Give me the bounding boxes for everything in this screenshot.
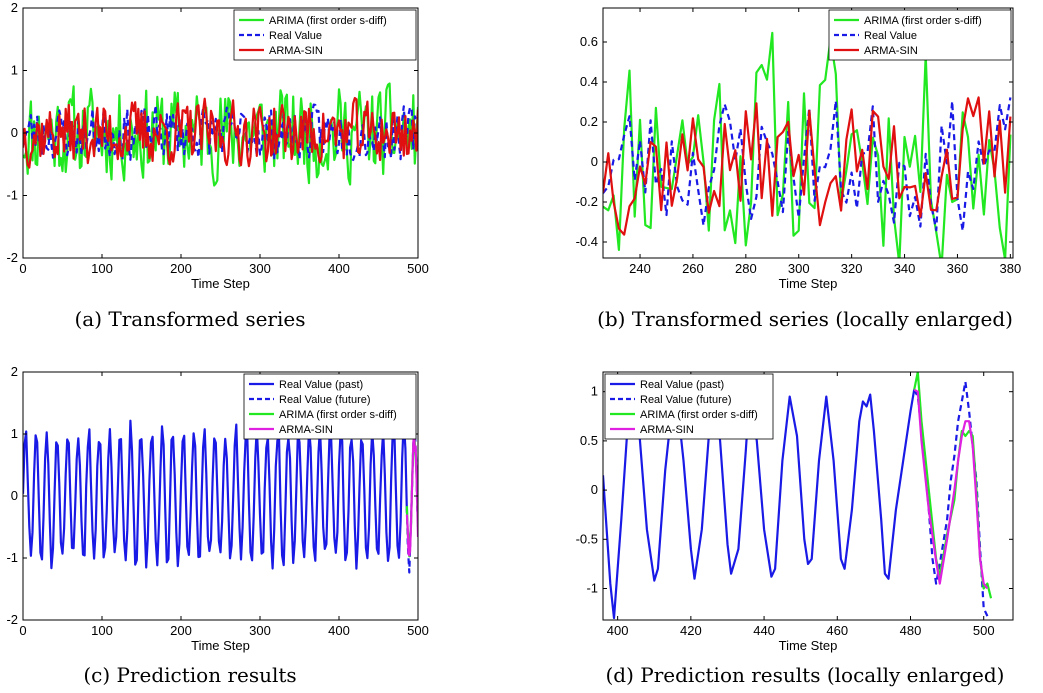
y-tick-label: 0.5 [580,433,598,448]
x-tick-label: 100 [91,623,113,638]
panel-d-prediction-results-enlarged: 400 420 440 460 480 500 -1 -0.5 0 0.5 1 Time Step Re… [576,371,1014,687]
series-line-arma-sin [913,388,989,590]
series-line-arma-sin [405,430,418,557]
legend-entry: Real Value [864,30,917,42]
x-tick-label: 0 [19,261,26,276]
y-tick-label: -0.4 [576,234,598,249]
x-tick-label: 260 [682,261,704,276]
x-tick-label: 500 [973,623,995,638]
x-axis-label: Time Step [779,276,838,291]
y-tick-label: -1 [586,581,598,596]
series-line-real-value-past [23,419,408,570]
x-tick-label: 300 [788,261,810,276]
series-line-arma-sin [603,96,1012,236]
series-line-arima-first-order-s-diff [23,82,418,187]
axes-box [602,371,1014,621]
y-tick-label: 0 [11,488,18,503]
y-tick-label: 0 [591,154,598,169]
legend-entry: ARIMA (first order s-diff) [864,15,982,27]
x-tick-label: 380 [1000,261,1022,276]
legend: Real Value (past) Real Value (future) ARIM… [604,373,774,440]
y-tick-label: -1 [6,188,18,203]
legend-entry: ARIMA (first order s-diff) [279,409,397,421]
x-tick-label: 200 [170,261,192,276]
legend-entry: ARMA-SIN [640,424,694,436]
series-line-real-value-past [603,389,916,620]
y-tick-label: 2 [11,0,18,15]
y-tick-label: -1 [6,550,18,565]
x-tick-label: 100 [91,261,113,276]
legend-entry: ARIMA (first order s-diff) [640,409,758,421]
x-tick-label: 440 [753,623,775,638]
y-tick-label: -0.5 [576,531,598,546]
panel-a-transformed-series: 0 100 200 300 400 500 -2 -1 0 1 2 Time Step ARIMA (f… [6,0,428,331]
legend-entry: Real Value (past) [279,379,363,391]
legend: ARIMA (first order s-diff) Real Value ARMA… [828,9,1012,61]
x-tick-label: 400 [328,261,350,276]
panel-c-prediction-results: 0 100 200 300 400 500 -2 -1 0 1 2 Time Step Real Val… [6,364,428,687]
y-tick-label: 0 [11,125,18,140]
legend-box [233,9,417,61]
x-tick-label: 340 [894,261,916,276]
legend: Real Value (past) Real Value (future) ARIM… [243,373,417,440]
y-tick-label: 0 [591,482,598,497]
legend-entry: Real Value (past) [640,379,724,391]
legend-entry: ARMA-SIN [269,45,323,57]
legend-entry: ARIMA (first order s-diff) [269,15,387,27]
x-tick-label: 500 [407,623,429,638]
x-tick-label: 420 [680,623,702,638]
x-tick-label: 300 [249,261,271,276]
y-tick-label: 0.6 [580,34,598,49]
x-tick-label: 240 [629,261,651,276]
panel-caption: (d) Prediction results (locally enlarged… [606,663,1005,687]
x-tick-label: 300 [249,623,271,638]
legend-entry: ARMA-SIN [864,45,918,57]
y-tick-label: 1 [11,426,18,441]
y-tick-label: 2 [11,364,18,379]
y-tick-label: 1 [11,63,18,78]
panel-caption: (c) Prediction results [83,663,296,687]
x-tick-label: 400 [607,623,629,638]
x-axis-label: Time Step [779,638,838,653]
panel-caption: (a) Transformed series [75,307,306,331]
x-tick-label: 200 [170,623,192,638]
x-tick-label: 360 [947,261,969,276]
x-tick-label: 0 [19,623,26,638]
legend-entry: Real Value (future) [640,394,732,406]
x-axis-label: Time Step [191,276,250,291]
panel-caption: (b) Transformed series (locally enlarged… [597,307,1013,331]
series-line-real-value [23,103,418,161]
y-tick-label: 0.4 [580,74,598,89]
y-tick-label: 0.2 [580,114,598,129]
y-tick-label: -0.2 [576,194,598,209]
x-tick-label: 320 [841,261,863,276]
legend-box [828,9,1012,61]
series-line-real-value [603,97,1012,232]
y-tick-label: -2 [6,250,18,265]
x-tick-label: 480 [900,623,922,638]
legend-entry: Real Value (future) [279,394,371,406]
x-tick-label: 400 [328,623,350,638]
x-axis-label: Time Step [191,638,250,653]
x-tick-label: 460 [826,623,848,638]
axes-box [602,7,1014,259]
y-tick-label: -2 [6,612,18,627]
y-tick-label: 1 [591,384,598,399]
legend-entry: Real Value [269,30,322,42]
panel-b-transformed-series-enlarged: 240 260 280 300 320 340 360 380 -0.4 -0.2 0 0.2 0.4 0… [576,7,1022,331]
x-tick-label: 500 [407,261,429,276]
series-line-arma-sin [23,96,418,169]
legend: ARIMA (first order s-diff) Real Value ARMA… [233,9,417,61]
legend-entry: ARMA-SIN [279,424,333,436]
x-tick-label: 280 [735,261,757,276]
